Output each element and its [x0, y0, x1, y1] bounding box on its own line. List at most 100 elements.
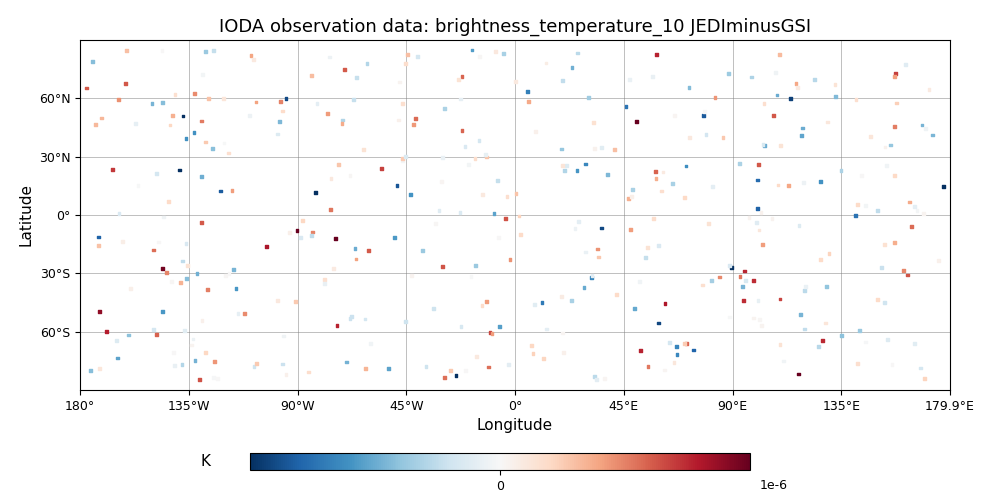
- Point: [92, 364, 108, 372]
- Point: [478, 150, 494, 158]
- Point: [887, 72, 903, 80]
- Point: [434, 178, 450, 186]
- Point: [810, 342, 826, 350]
- Point: [358, 364, 374, 372]
- Point: [624, 192, 640, 200]
- Point: [584, 272, 600, 280]
- Point: [500, 360, 516, 368]
- Point: [534, 299, 550, 307]
- Point: [492, 322, 508, 330]
- Point: [594, 224, 610, 232]
- Point: [173, 278, 189, 286]
- Point: [931, 257, 947, 265]
- Point: [570, 218, 586, 226]
- Point: [520, 97, 536, 105]
- Point: [359, 60, 375, 68]
- Point: [790, 370, 806, 378]
- Point: [118, 46, 134, 54]
- Point: [272, 118, 288, 126]
- Point: [607, 146, 623, 154]
- Point: [342, 314, 358, 322]
- Point: [732, 272, 748, 280]
- Point: [715, 134, 731, 141]
- Point: [629, 117, 645, 125]
- Point: [146, 246, 162, 254]
- Point: [913, 364, 929, 372]
- Point: [166, 348, 182, 356]
- Point: [205, 374, 221, 382]
- Point: [936, 182, 952, 190]
- Point: [174, 360, 190, 368]
- Point: [738, 276, 754, 284]
- Point: [482, 328, 498, 336]
- Point: [154, 46, 170, 54]
- Point: [645, 72, 661, 80]
- Point: [160, 198, 176, 205]
- Point: [640, 362, 656, 370]
- Point: [220, 149, 236, 157]
- Point: [772, 295, 788, 303]
- Point: [813, 256, 829, 264]
- Point: [794, 132, 810, 140]
- Point: [293, 234, 309, 241]
- Point: [578, 160, 594, 168]
- Point: [857, 338, 873, 346]
- Point: [873, 264, 889, 272]
- Point: [639, 244, 655, 252]
- Point: [754, 240, 770, 248]
- Point: [783, 94, 799, 102]
- Point: [348, 255, 364, 263]
- Point: [374, 164, 390, 172]
- Point: [226, 266, 242, 274]
- Point: [772, 51, 788, 59]
- Point: [852, 326, 868, 334]
- Point: [248, 98, 264, 106]
- Point: [471, 136, 487, 144]
- Point: [295, 217, 311, 225]
- Point: [458, 366, 474, 374]
- Point: [594, 144, 610, 152]
- Point: [123, 284, 139, 292]
- Point: [915, 210, 931, 218]
- Point: [246, 56, 262, 64]
- Point: [497, 214, 513, 222]
- Point: [178, 240, 194, 248]
- Point: [850, 200, 866, 208]
- Point: [576, 284, 592, 292]
- Point: [768, 68, 784, 76]
- Point: [278, 94, 294, 102]
- Point: [183, 341, 199, 349]
- Point: [898, 60, 914, 68]
- Point: [623, 226, 639, 234]
- Text: K: K: [200, 454, 210, 469]
- Point: [194, 219, 210, 227]
- Point: [198, 47, 214, 55]
- Point: [775, 357, 791, 365]
- Point: [111, 210, 127, 218]
- Point: [274, 107, 290, 115]
- Point: [491, 233, 507, 241]
- Point: [648, 168, 664, 176]
- Point: [478, 298, 494, 306]
- Point: [806, 76, 822, 84]
- Point: [664, 180, 680, 188]
- Point: [578, 248, 594, 256]
- Point: [751, 226, 767, 234]
- Point: [722, 313, 738, 321]
- Point: [224, 186, 240, 194]
- Point: [194, 316, 210, 324]
- Point: [404, 272, 420, 280]
- Point: [620, 195, 636, 203]
- Point: [92, 307, 108, 315]
- Point: [307, 188, 323, 196]
- Point: [795, 178, 811, 186]
- Point: [772, 340, 788, 348]
- Point: [400, 51, 416, 59]
- Title: IODA observation data: brightness_temperature_10 JEDIminusGSI: IODA observation data: brightness_temper…: [219, 18, 811, 36]
- Point: [175, 257, 191, 265]
- Point: [597, 375, 613, 383]
- Point: [858, 201, 874, 209]
- Point: [496, 50, 512, 58]
- Point: [337, 66, 353, 74]
- Point: [888, 99, 904, 107]
